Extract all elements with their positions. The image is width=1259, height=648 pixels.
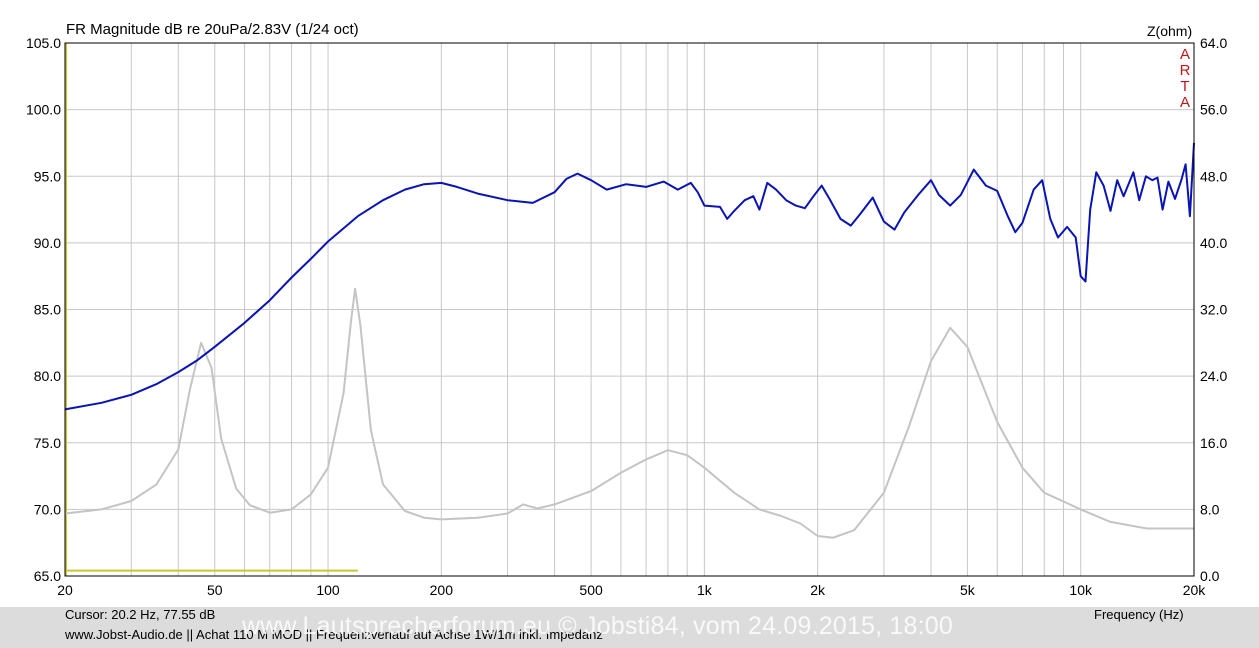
spl-curve bbox=[64, 142, 1195, 411]
y-tick-label: 75.0 bbox=[34, 435, 61, 451]
x-tick-label: 100 bbox=[316, 582, 340, 598]
plot-frame bbox=[64, 42, 1195, 577]
y2-tick-label: 48.0 bbox=[1200, 168, 1227, 184]
y-tick-label: 85.0 bbox=[34, 302, 61, 318]
y2-tick-label: 40.0 bbox=[1200, 235, 1227, 251]
arta-logo-letter: R bbox=[1179, 62, 1191, 79]
impedance-curve bbox=[64, 287, 1194, 539]
x-axis-tick-labels: 20 50 100 200 500 1k 2k 5k 10k 20k bbox=[57, 582, 1206, 598]
chart-title: FR Magnitude dB re 20uPa/2.83V (1/24 oct… bbox=[66, 21, 359, 38]
footer-info-line: www.Jobst-Audio.de || Achat 110 M MOD ||… bbox=[65, 627, 603, 642]
left-axis-tick-labels: 105.0 100.0 95.0 90.0 85.0 80.0 75.0 70.0 65.0 bbox=[26, 35, 61, 584]
x-tick-label: 50 bbox=[207, 582, 223, 598]
y2-tick-label: 32.0 bbox=[1200, 302, 1227, 318]
x-tick-label: 10k bbox=[1069, 582, 1093, 598]
arta-logo-letter: A bbox=[1179, 46, 1190, 63]
y-tick-label: 80.0 bbox=[34, 368, 61, 384]
x-tick-label: 2k bbox=[810, 582, 826, 598]
frequency-response-chart: 105.0 100.0 95.0 90.0 85.0 80.0 75.0 70.0 65.0 6… bbox=[0, 0, 1259, 607]
y-tick-label: 90.0 bbox=[34, 235, 61, 251]
x-tick-label: 200 bbox=[430, 582, 454, 598]
y2-tick-label: 16.0 bbox=[1200, 435, 1227, 451]
series-layer bbox=[64, 43, 1195, 576]
y-tick-label: 95.0 bbox=[34, 168, 61, 184]
footer-bar bbox=[0, 607, 1259, 648]
y2-tick-label: 0.0 bbox=[1200, 568, 1220, 584]
x-tick-label: 20 bbox=[57, 582, 73, 598]
y2-tick-label: 8.0 bbox=[1200, 501, 1220, 517]
x-tick-label: 20k bbox=[1183, 582, 1207, 598]
arta-logo-letter: T bbox=[1180, 78, 1190, 95]
plot-area-background bbox=[0, 0, 1259, 607]
x-tick-label: 1k bbox=[697, 582, 713, 598]
y-tick-label: 65.0 bbox=[34, 568, 61, 584]
y-tick-label: 105.0 bbox=[26, 35, 61, 51]
watermark-text: www.Lautsprecherforum.eu © Jobsti84, vom… bbox=[242, 612, 953, 640]
cursor-readout: Cursor: 20.2 Hz, 77.55 dB bbox=[65, 607, 216, 622]
right-axis-title: Z(ohm) bbox=[1147, 23, 1193, 39]
y-tick-label: 70.0 bbox=[34, 501, 61, 517]
x-tick-label: 500 bbox=[579, 582, 603, 598]
y2-tick-label: 24.0 bbox=[1200, 368, 1227, 384]
arta-logo-letter: A bbox=[1179, 94, 1190, 111]
x-tick-label: 5k bbox=[960, 582, 976, 598]
arta-logo: A R T A bbox=[1177, 47, 1193, 111]
y2-tick-label: 64.0 bbox=[1200, 35, 1227, 51]
right-axis-tick-labels: 64.0 56.0 48.0 40.0 32.0 24.0 16.0 8.0 0.0 bbox=[1200, 35, 1227, 584]
y-tick-label: 100.0 bbox=[26, 102, 61, 118]
y2-tick-label: 56.0 bbox=[1200, 102, 1227, 118]
x-axis-title: Frequency (Hz) bbox=[1094, 607, 1184, 622]
